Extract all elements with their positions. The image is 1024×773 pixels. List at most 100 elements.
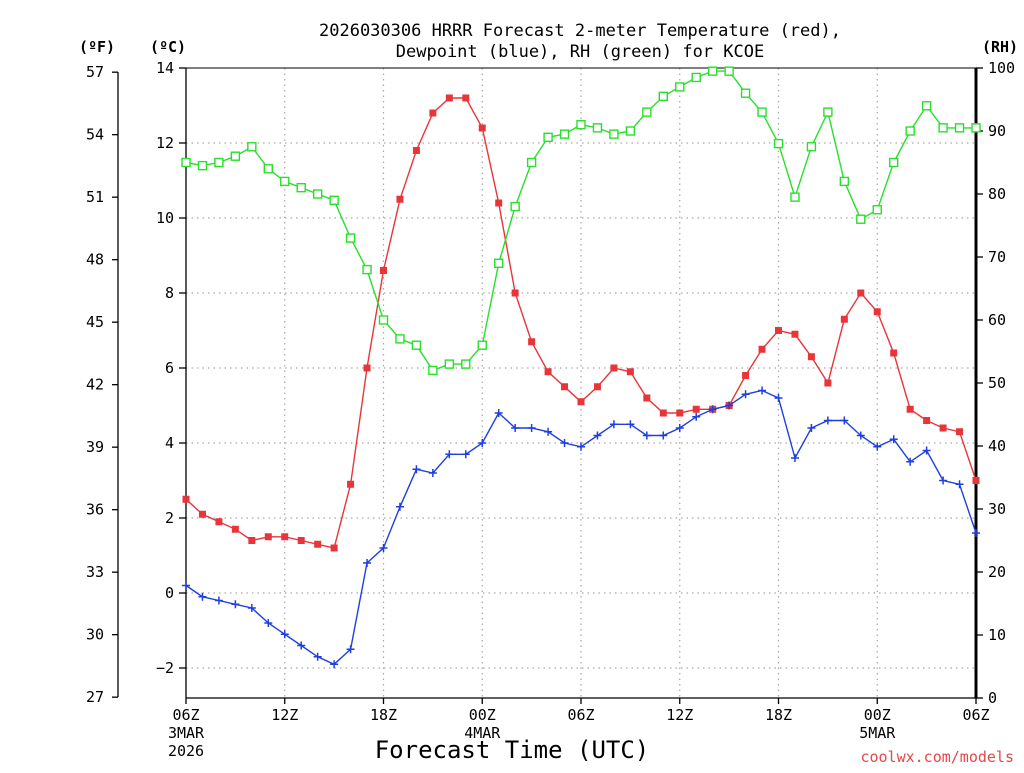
rh-point — [938, 123, 948, 133]
rh-tick-label: 80 — [988, 185, 1006, 203]
celsius-tick-label: 8 — [165, 284, 174, 302]
temperature-point — [643, 394, 651, 402]
dewpoint-point — [609, 420, 618, 429]
rh-point — [576, 119, 586, 130]
temperature-point — [429, 109, 437, 117]
dewpoint-point — [560, 439, 569, 447]
dewpoint-point — [692, 412, 701, 421]
dewpoint-point — [313, 652, 322, 661]
dewpoint-point — [840, 416, 849, 425]
temperature-point — [956, 428, 964, 436]
dewpoint-point — [774, 394, 783, 402]
rh-point — [839, 176, 850, 187]
rh-point — [526, 157, 537, 168]
rh-tick-label: 10 — [988, 626, 1006, 644]
rh-tick-label: 0 — [988, 689, 997, 707]
rh-point — [559, 129, 570, 139]
rh-point — [444, 359, 455, 369]
temperature-point — [972, 477, 980, 484]
rh-point — [971, 123, 981, 133]
celsius-unit-label: (ºC) — [150, 38, 186, 56]
temperature-point — [412, 147, 420, 154]
temperature-point — [182, 495, 190, 503]
rh-tick-label: 20 — [988, 563, 1006, 581]
grid-lines — [186, 68, 976, 698]
dewpoint-point — [626, 420, 635, 429]
rh-point — [280, 176, 290, 187]
dewpoint-point — [577, 442, 585, 451]
rh-point — [312, 189, 323, 199]
dewpoint-point — [363, 559, 372, 567]
dewpoint-point — [461, 450, 470, 459]
dewpoint-point — [922, 446, 931, 455]
rh-point — [905, 126, 915, 136]
rh-point — [757, 107, 767, 117]
dewpoint-point — [214, 596, 223, 605]
dewpoint-point — [790, 454, 799, 462]
celsius-tick-label: 2 — [165, 509, 174, 527]
celsius-tick-label: 10 — [156, 209, 174, 227]
dewpoint-point — [593, 431, 602, 440]
series-temperature — [182, 94, 980, 552]
rh-unit-label: (RH) — [982, 38, 1018, 56]
dewpoint-point — [264, 619, 273, 627]
rh-point — [823, 107, 833, 117]
temperature-point — [544, 368, 552, 376]
x-tick-label: 00Z — [864, 706, 891, 724]
data-series — [181, 66, 981, 669]
temperature-point — [626, 368, 634, 376]
temperature-point — [676, 409, 684, 417]
temperature-point — [363, 364, 371, 372]
dewpoint-point — [231, 600, 240, 609]
dewpoint-point — [247, 604, 256, 612]
rh-point — [345, 233, 356, 243]
dewpoint-point — [544, 427, 553, 436]
rh-tick-label: 40 — [988, 437, 1006, 455]
x-tick-label: 06Z — [567, 706, 594, 724]
temperature-point — [462, 94, 470, 102]
rh-tick-label: 70 — [988, 248, 1006, 266]
dewpoint-point — [428, 469, 437, 477]
rh-point — [510, 201, 520, 212]
rh-point — [773, 138, 784, 149]
series-rh — [181, 66, 981, 376]
dewpoint-point — [527, 424, 536, 432]
rh-tick-label: 100 — [988, 59, 1015, 77]
temperature-point — [840, 315, 848, 323]
fahrenheit-tick-label: 33 — [86, 563, 104, 581]
temperature-point — [807, 353, 815, 361]
dewpoint-point — [906, 457, 915, 466]
temperature-point — [215, 518, 223, 526]
rh-point — [230, 151, 241, 161]
temperature-point — [742, 372, 750, 379]
chart-subtitle: Dewpoint (blue), RH (green) for KCOE — [396, 42, 764, 62]
dewpoint-point — [182, 581, 190, 590]
dewpoint-point — [494, 409, 503, 417]
rh-point — [362, 264, 372, 275]
temperature-point — [561, 383, 569, 391]
temperature-point — [593, 383, 601, 391]
temperature-point — [248, 537, 256, 544]
rh-point — [872, 205, 882, 215]
dewpoint-point — [758, 386, 767, 395]
temperature-point — [775, 327, 782, 334]
celsius-tick-label: 6 — [165, 359, 174, 377]
rh-point — [494, 258, 504, 268]
rh-tick-label: 30 — [988, 500, 1006, 518]
fahrenheit-tick-label: 57 — [86, 63, 104, 81]
credit-label: coolwx.com/models — [860, 748, 1014, 766]
dewpoint-point — [708, 405, 717, 414]
rh-point — [954, 123, 965, 133]
rh-point — [592, 123, 603, 133]
rh-point — [197, 160, 208, 171]
celsius-tick-label: −2 — [156, 659, 174, 677]
celsius-tick-label: 12 — [156, 134, 174, 152]
rh-point — [378, 315, 389, 325]
dewpoint-point — [823, 416, 832, 425]
dewpoint-point — [955, 480, 964, 489]
x-date-label: 5MAR — [859, 724, 896, 742]
dewpoint-point — [642, 431, 651, 440]
dewpoint-point — [659, 431, 668, 440]
